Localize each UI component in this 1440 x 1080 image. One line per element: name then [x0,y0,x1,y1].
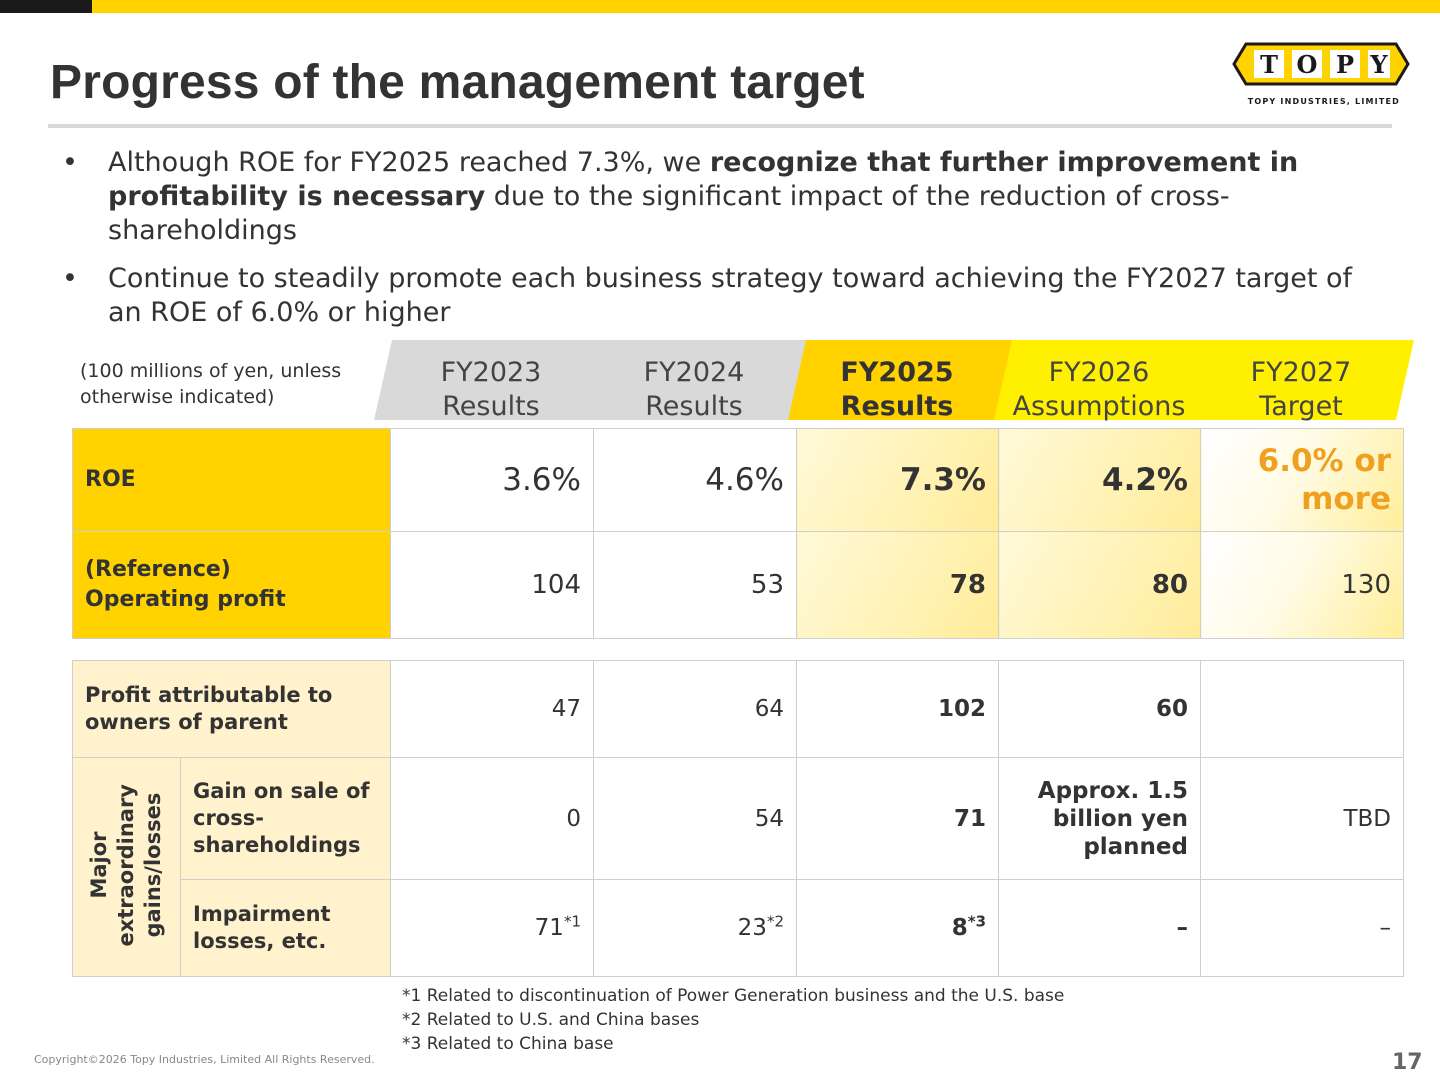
impairment-fy2025: 8*3 [796,879,999,977]
op-profit-fy2026: 80 [998,531,1201,639]
bullet-list: • Although ROE for FY2025 reached 7.3%, … [62,146,1382,344]
logo-letter-t: T [1260,50,1278,79]
gain-sale-fy2026: Approx. 1.5 billion yen planned [998,757,1201,880]
profit-parent-fy2023: 47 [390,660,594,758]
group-label-extraordinary: Major extraordinary gains/losses [72,757,181,977]
gain-sale-fy2027: TBD [1200,757,1404,880]
bullet-text: Although ROE for FY2025 reached 7.3%, we [108,147,710,178]
footnote: *3 Related to China base [402,1034,614,1054]
roe-fy2026: 4.2% [998,428,1201,532]
bullet-dot: • [62,263,78,294]
row-label-profit-parent: Profit attributable to owners of parent [72,660,391,758]
column-header-fy2025: FY2025 Results [840,357,954,422]
profit-parent-fy2024: 64 [593,660,797,758]
footnote: *2 Related to U.S. and China bases [402,1010,700,1030]
top-bar-yellow [92,0,1440,13]
profit-table: Profit attributable to owners of parent 4… [72,660,1404,977]
roe-fy2027-target: 6.0% or more [1200,428,1404,532]
gain-sale-fy2024: 54 [593,757,797,880]
column-header-fy2023: FY2023 Results [440,357,542,422]
table-row-impairment: Impairment losses, etc. 71*1 23*2 8*3 – – [73,879,1404,977]
page-number: 17 [1392,1050,1423,1075]
roe-fy2023: 3.6% [390,428,594,532]
impairment-fy2024: 23*2 [593,879,797,977]
table-row-roe: ROE 3.6% 4.6% 7.3% 4.2% 6.0% or more [72,428,1404,532]
op-profit-fy2023: 104 [390,531,594,639]
top-bar-black [0,0,92,13]
title-divider [48,124,1392,128]
column-header-fy2026: FY2026 Assumptions [1012,357,1186,422]
bullet-text: due to the significant impact of the red… [108,181,1230,246]
header-band-results [374,340,808,420]
copyright: Copyright©2026 Topy Industries, Limited … [34,1053,375,1066]
bullet-item: • Continue to steadily promote each busi… [62,262,1382,330]
header-band-forecast [994,340,1414,420]
row-label-roe: ROE [72,428,391,532]
bullet-text-bold: recognize that further improvement in pr… [108,147,1299,212]
gain-sale-fy2023: 0 [390,757,594,880]
gain-sale-fy2025: 71 [796,757,999,880]
logo-letter-p: P [1336,50,1354,79]
row-label-impairment: Impairment losses, etc. [180,879,391,977]
profit-parent-fy2027 [1200,660,1404,758]
roe-fy2025: 7.3% [796,428,999,532]
logo-tagline: TOPY INDUSTRIES, LIMITED [1248,97,1400,106]
bullet-item: • Although ROE for FY2025 reached 7.3%, … [62,146,1382,248]
row-label-gain-sale: Gain on sale of cross-shareholdings [180,757,391,880]
table-row-operating-profit: (Reference) Operating profit 104 53 78 80… [72,531,1404,639]
bullet-text: Continue to steadily promote each busine… [108,263,1353,328]
topy-logo: T O P Y TOPY INDUSTRIES, LIMITED [1232,42,1410,106]
bullet-dot: • [62,147,78,178]
page-title: Progress of the management target [50,56,865,109]
profit-parent-fy2025: 102 [796,660,999,758]
footnotes: *1 Related to discontinuation of Power G… [402,984,1064,1056]
column-header-fy2024: FY2024 Results [643,357,745,422]
row-label-operating-profit: (Reference) Operating profit [72,531,391,639]
impairment-fy2023: 71*1 [390,879,594,977]
units-note: (100 millions of yen, unless otherwise i… [80,360,342,408]
roe-table: ROE 3.6% 4.6% 7.3% 4.2% 6.0% or more (Ref… [72,428,1404,639]
table-row-gain-sale: Major extraordinary gains/losses Gain on s… [72,757,1404,977]
profit-parent-fy2026: 60 [998,660,1201,758]
op-profit-fy2024: 53 [593,531,797,639]
op-profit-fy2025: 78 [796,531,999,639]
roe-fy2024: 4.6% [593,428,797,532]
table-row-profit-parent: Profit attributable to owners of parent 4… [72,660,1404,758]
logo-letter-y: Y [1369,50,1388,79]
impairment-fy2027: – [1200,879,1404,977]
impairment-fy2026: – [998,879,1201,977]
logo-letter-o: O [1297,50,1318,79]
op-profit-fy2027: 130 [1200,531,1404,639]
footnote: *1 Related to discontinuation of Power G… [402,986,1065,1006]
header-band-fy2025 [788,340,1014,420]
column-header-fy2027: FY2027 Target [1250,357,1352,422]
